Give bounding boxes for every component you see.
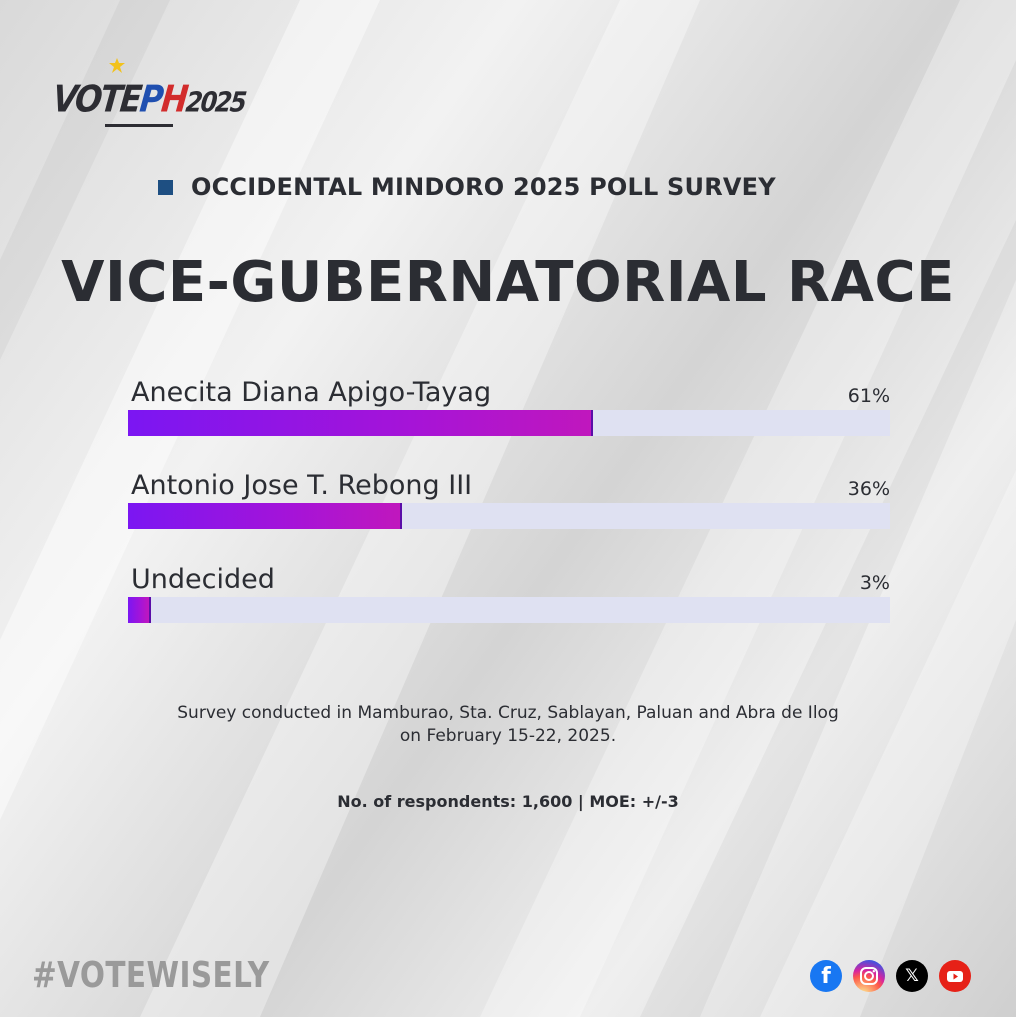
bar-track (128, 503, 890, 529)
bar-track (128, 410, 890, 436)
bar-category-label: Undecided (131, 564, 275, 595)
logo-underline (105, 124, 173, 127)
bar-fill (128, 410, 593, 436)
facebook-icon[interactable]: f (810, 960, 842, 992)
bar-row: Anecita Diana Apigo-Tayag 61% (128, 377, 890, 437)
youtube-icon[interactable] (939, 960, 971, 992)
bar-category-label: Anecita Diana Apigo-Tayag (131, 377, 492, 408)
bar-row: Undecided 3% (128, 564, 890, 624)
logo-vote-text: VOTE (50, 77, 143, 121)
page-title: VICE-GUBERNATORIAL RACE (61, 250, 955, 315)
hashtag: #VOTEWISELY (32, 955, 270, 996)
subtitle-row: OCCIDENTAL MINDORO 2025 POLL SURVEY (158, 170, 776, 204)
bar-value-label: 61% (847, 385, 890, 407)
instagram-icon[interactable] (853, 960, 885, 992)
survey-note: Survey conducted in Mamburao, Sta. Cruz,… (177, 703, 839, 746)
bar-category-label: Antonio Jose T. Rebong III (131, 470, 473, 501)
respondents-info: No. of respondents: 1,600 | MOE: +/-3 (337, 792, 679, 811)
bar-value-label: 3% (859, 572, 890, 594)
crown-icon (109, 58, 125, 73)
x-icon[interactable]: 𝕏 (896, 960, 928, 992)
bar-row: Antonio Jose T. Rebong III 36% (128, 470, 890, 530)
bar-track (128, 597, 890, 623)
subtitle-square-icon (158, 179, 173, 195)
bar-value-label: 36% (847, 478, 890, 500)
logo-year-text: 2025 (184, 86, 247, 119)
subtitle: OCCIDENTAL MINDORO 2025 POLL SURVEY (191, 173, 776, 201)
votePH-logo: VOTEPH2025 (50, 58, 246, 132)
bar-fill (128, 597, 151, 623)
social-icons: f 𝕏 (810, 960, 971, 992)
bar-fill (128, 503, 402, 529)
